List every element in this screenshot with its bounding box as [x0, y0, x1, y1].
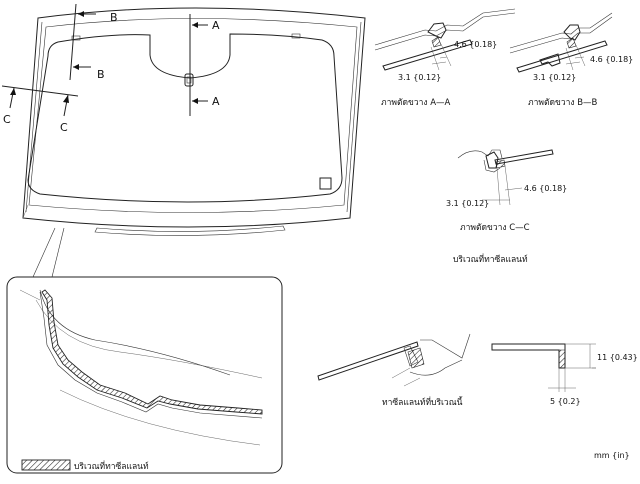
- label-b-bottom: B: [97, 68, 105, 81]
- unit-note: mm {in}: [594, 451, 630, 460]
- windshield-outer-outline: [22, 7, 366, 228]
- mirror-mount: [184, 73, 194, 87]
- arrow-a-bottom-head: [192, 98, 198, 104]
- section-a-a: 4.6 {0.18} 3.1 {0.12} ภาพตัดขวาง A—A: [374, 8, 516, 108]
- lower-heating-strip: [94, 225, 286, 236]
- lower-section-body-lower: [409, 359, 463, 376]
- section-b-body-upper-2: [509, 16, 613, 54]
- lower-section-glass: [317, 341, 419, 381]
- section-line-b: [69, 3, 77, 81]
- lower-left-corner-line: [22, 204, 29, 219]
- windshield-front-view: A A B B C C: [1, 3, 366, 278]
- section-c-glass: [494, 149, 554, 165]
- lower-section-body-upper: [420, 333, 471, 359]
- arrow-c-left-head: [10, 88, 16, 95]
- lower-dim-width: 5 {0.2}: [550, 397, 581, 406]
- arrow-c-right-head: [63, 95, 69, 103]
- detail-dash-lower-edge: [35, 299, 263, 379]
- detail-callout: บริเวณที่ทาซีลแลนท์: [6, 276, 283, 474]
- detail-leader-left: [32, 227, 56, 278]
- section-line-c: [1, 85, 79, 97]
- section-a-caption: ภาพตัดขวาง A—A: [381, 98, 451, 108]
- section-a-dim-bottom-line: [431, 61, 447, 65]
- lower-section-leaders: [391, 367, 421, 387]
- section-c-c: 4.6 {0.18} 3.1 {0.12} ภาพตัดขวาง C—C: [446, 149, 567, 233]
- detail-pillar-edge: [19, 289, 41, 301]
- section-b-dim-top: 4.6 {0.18}: [590, 55, 633, 64]
- left-pillar-line: [25, 21, 43, 213]
- label-c-right: C: [60, 121, 68, 134]
- arrow-b-top-head: [78, 11, 84, 17]
- lower-section-apply-label: ทาซีลแลนท์ที่บริเวณนี้: [382, 396, 463, 408]
- section-a-dim-bottom: 3.1 {0.12}: [398, 73, 441, 82]
- section-a-glass: [382, 39, 473, 71]
- section-c-dim-extensions: [496, 165, 511, 206]
- section-a-body-upper: [374, 8, 516, 46]
- arrow-a-top-head: [192, 22, 198, 28]
- sealant-area-title: บริเวณที่ทาซีลแลนท์: [453, 253, 528, 265]
- right-pillar-line: [346, 21, 362, 213]
- detail-leader-right: [51, 227, 65, 278]
- windshield-inner-border: [28, 18, 358, 213]
- label-c-left: C: [3, 113, 11, 126]
- lower-dim-sealant-bead: [558, 349, 566, 369]
- section-a-dim-extensions: [430, 43, 452, 71]
- section-b-dim-bottom: 3.1 {0.12}: [533, 73, 576, 82]
- lower-dim-height-extensions: [565, 343, 596, 369]
- label-a-top: A: [212, 19, 220, 32]
- section-b-b: 4.6 {0.18} 3.1 {0.12} ภาพตัดขวาง B—B: [509, 12, 633, 108]
- section-b-sealant: [566, 37, 577, 49]
- section-c-dim-left: 3.1 {0.12}: [446, 199, 489, 208]
- section-a-body-upper-2: [374, 12, 516, 51]
- top-clip-right: [291, 33, 301, 39]
- section-b-dim-extensions: [565, 44, 586, 71]
- glass-visible-area: [27, 33, 343, 203]
- section-a-sealant: [431, 36, 442, 48]
- detail-frame: [6, 276, 283, 474]
- legend-hatch-swatch: [21, 459, 71, 471]
- section-c-dim-right-line: [504, 187, 523, 191]
- lower-section-sealant: [407, 347, 425, 369]
- lower-dim-width-extensions: [558, 368, 566, 392]
- legend-label: บริเวณที่ทาซีลแลนท์: [74, 460, 149, 472]
- section-b-dim-bottom-line: [565, 61, 581, 65]
- section-b-glass: [516, 40, 608, 73]
- section-a-dim-top-line: [439, 56, 448, 59]
- section-b-clip: [563, 24, 581, 41]
- section-b-bracket: [539, 53, 561, 67]
- section-a-clip: [427, 22, 447, 39]
- section-a-dim-top: 4.6 {0.18}: [454, 40, 497, 49]
- detail-glass-edge: [39, 291, 263, 419]
- label-a-bottom: A: [212, 95, 220, 108]
- top-clip-left: [71, 35, 81, 41]
- label-b-top: B: [110, 11, 118, 24]
- mirror-mount-inner: [186, 76, 192, 84]
- sensor-square: [319, 177, 332, 190]
- section-b-body-upper: [509, 12, 613, 49]
- lower-edge-section: ทาซีลแลนท์ที่บริเวณนี้ 11 {0.43} 5 {0.2}: [317, 333, 638, 408]
- section-c-body-curve: [457, 149, 503, 159]
- section-b-caption: ภาพตัดขวาง B—B: [528, 98, 598, 108]
- detail-sealant-band: [41, 289, 263, 415]
- section-c-dim-right: 4.6 {0.18}: [524, 184, 567, 193]
- detail-lower-panel-line: [59, 389, 261, 446]
- lower-dim-part: [491, 343, 566, 369]
- section-c-caption: ภาพตัดขวาง C—C: [460, 223, 530, 233]
- section-b-dim-top-line: [574, 56, 585, 59]
- arrow-b-bottom-head: [73, 64, 79, 70]
- lower-dim-height: 11 {0.43}: [597, 353, 638, 362]
